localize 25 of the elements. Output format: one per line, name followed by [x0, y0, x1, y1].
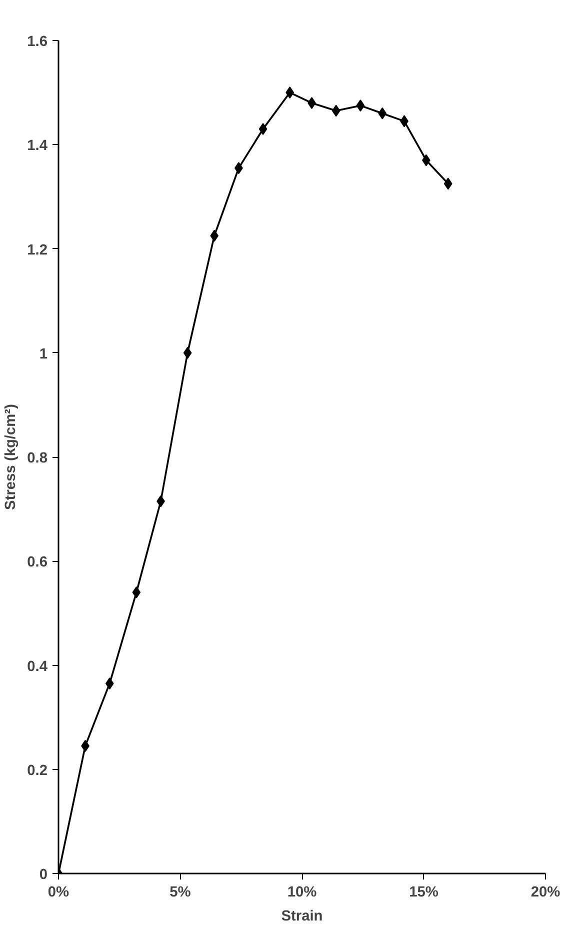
point [444, 178, 452, 190]
y-tick-label: 0.4 [27, 658, 48, 675]
y-tick-label: 0 [39, 867, 48, 883]
point [183, 346, 192, 359]
point [356, 100, 365, 112]
x-tick-label: 15% [409, 884, 438, 900]
y-tick-label: 0.6 [27, 554, 48, 571]
point [132, 586, 141, 598]
point [105, 677, 114, 690]
y-tick-label: 1.2 [27, 242, 48, 258]
y-tick-label: 0.2 [27, 762, 48, 779]
x-tick-label: 0% [48, 884, 70, 900]
y-tick-label: 1 [39, 346, 48, 362]
y-tick-label: 1.6 [27, 34, 48, 50]
y-axis-title: Stress (kg/cm²) [3, 404, 20, 510]
x-tick-label: 10% [287, 884, 317, 900]
x-axis-title: Strain [281, 908, 323, 924]
point [378, 107, 387, 120]
point [332, 104, 340, 117]
x-tick-label: 20% [530, 884, 560, 900]
point [258, 123, 268, 136]
y-tick-label: 0.8 [27, 450, 48, 466]
y-tick-label: 1.4 [27, 138, 48, 154]
point [210, 230, 219, 242]
x-tick-label: 5% [170, 884, 191, 900]
